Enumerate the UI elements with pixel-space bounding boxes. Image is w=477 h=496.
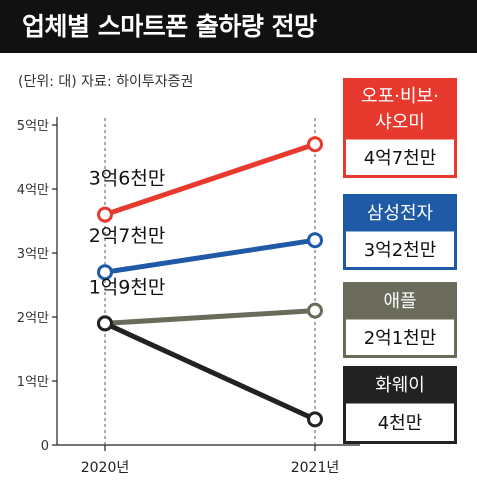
legend-box-samsung: 삼성전자 3억2천만 [343, 194, 457, 270]
end-value-label-huawei: 4천만 [378, 413, 423, 434]
series-line-huawei [103, 321, 317, 422]
end-value-label-samsung: 3억2천만 [364, 240, 437, 261]
unit-note: (단위: 대) 자료: 하이투자증권 [18, 74, 194, 90]
data-point-huawei-0 [97, 315, 113, 332]
y-tick-label: 2억만 [17, 311, 49, 326]
legend-value-bg-huawei [343, 400, 457, 444]
data-point-oppo-0 [97, 206, 113, 223]
legend-box-oppo: 오포·비보· 샤오미 4억7천만 [343, 78, 457, 178]
legend-name-bg-samsung [343, 194, 457, 230]
y-tick-label: 4억만 [17, 183, 49, 198]
data-point-samsung-1 [307, 232, 323, 249]
legend-name-apple: 애플 [383, 291, 416, 312]
end-value-label-oppo: 4억7천만 [364, 148, 437, 169]
data-point-apple-1 [307, 302, 323, 319]
data-point-oppo-1 [307, 136, 323, 153]
y-tick-label: 1억만 [17, 375, 49, 390]
y-tick-label: 5억만 [17, 119, 49, 134]
legend-name-oppo: 오포·비보· [361, 86, 439, 107]
x-tick-label: 2021년 [291, 460, 340, 476]
legend-name-huawei: 화웨이 [375, 375, 425, 396]
y-tick-label: 0 [41, 439, 49, 454]
start-value-label-samsung: 2억7천만 [89, 225, 166, 247]
legend-value-bg-samsung [343, 228, 457, 270]
legend-box-apple: 애플 2억1천만 [343, 282, 457, 358]
start-value-label-oppo: 3억6천만 [89, 168, 166, 190]
y-tick-label: 3억만 [17, 247, 49, 262]
end-value-label-apple: 2억1천만 [364, 328, 437, 349]
series-line-samsung [104, 237, 316, 275]
data-point-samsung-0 [97, 264, 113, 281]
legend-value-bg-oppo [343, 136, 457, 178]
x-tick-label: 2020년 [81, 460, 130, 476]
start-value-label-apple: 1억9천만 [89, 276, 166, 298]
series-line-oppo [104, 141, 316, 217]
series-line-apple [104, 308, 316, 326]
chart-title: 업체별 스마트폰 출하량 전망 [0, 0, 477, 53]
legend-name-samsung: 삼성전자 [367, 203, 434, 224]
data-point-huawei-1 [307, 411, 323, 428]
legend-value-bg-apple [343, 316, 457, 358]
legend-name-oppo: 샤오미 [375, 112, 425, 133]
legend-box-huawei: 화웨이 4천만 [343, 366, 457, 444]
legend-name-bg-oppo [343, 78, 457, 138]
legend-name-bg-apple [343, 282, 457, 318]
legend-name-bg-huawei [343, 366, 457, 402]
